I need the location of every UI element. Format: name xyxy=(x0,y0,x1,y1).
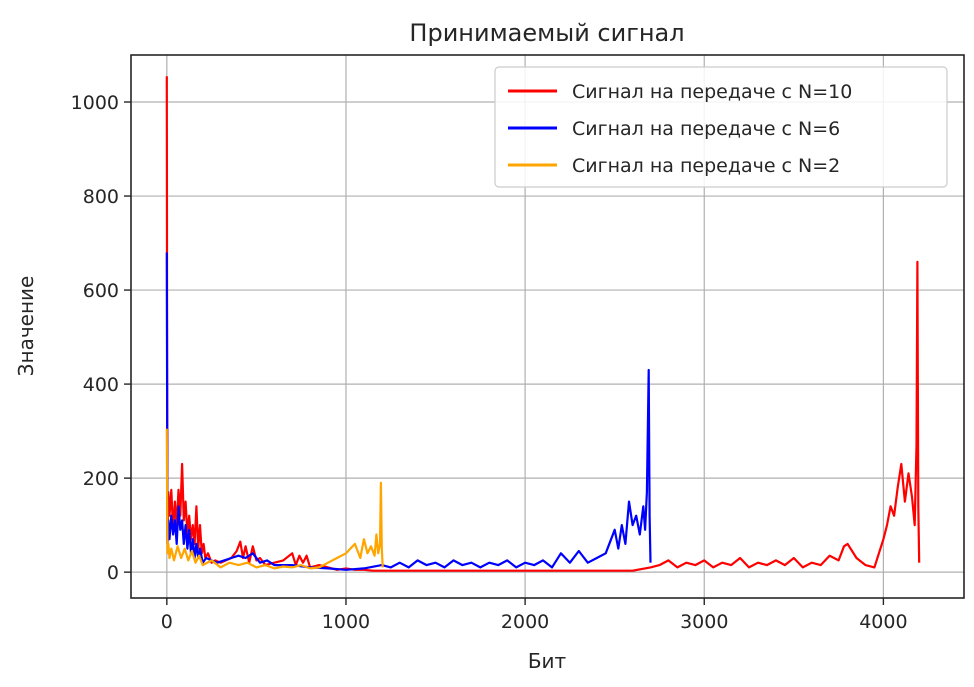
series-line-2 xyxy=(165,428,384,570)
x-tick-label: 2000 xyxy=(501,611,549,633)
y-tick-label: 1000 xyxy=(71,92,119,114)
y-axis-label: Значение xyxy=(14,276,38,377)
x-axis: 0 1000 2000 3000 4000 xyxy=(161,598,908,633)
plot-frame xyxy=(130,54,965,599)
x-tick-label: 0 xyxy=(161,611,173,633)
legend: Сигнал на передаче с N=10 Сигнал на пере… xyxy=(494,66,948,188)
y-tick-label: 400 xyxy=(83,374,119,396)
x-tick-label: 1000 xyxy=(322,611,370,633)
legend-label-n2: Сигнал на передаче с N=2 xyxy=(572,155,840,177)
series-layer xyxy=(165,76,921,572)
series-line-0 xyxy=(165,76,921,572)
y-tick-label: 200 xyxy=(83,468,119,490)
legend-box xyxy=(494,66,948,188)
legend-label-n6: Сигнал на передаче с N=6 xyxy=(572,118,840,140)
y-tick-label: 0 xyxy=(107,562,119,584)
chart-title: Принимаемый сигнал xyxy=(409,19,684,47)
x-tick-label: 4000 xyxy=(859,611,907,633)
legend-label-n10: Сигнал на передаче с N=10 xyxy=(572,81,852,103)
x-tick-label: 3000 xyxy=(680,611,728,633)
x-axis-label: Бит xyxy=(528,649,567,673)
y-tick-label: 800 xyxy=(83,186,119,208)
y-axis: 0 200 400 600 800 1000 xyxy=(71,92,131,584)
y-tick-label: 600 xyxy=(83,280,119,302)
